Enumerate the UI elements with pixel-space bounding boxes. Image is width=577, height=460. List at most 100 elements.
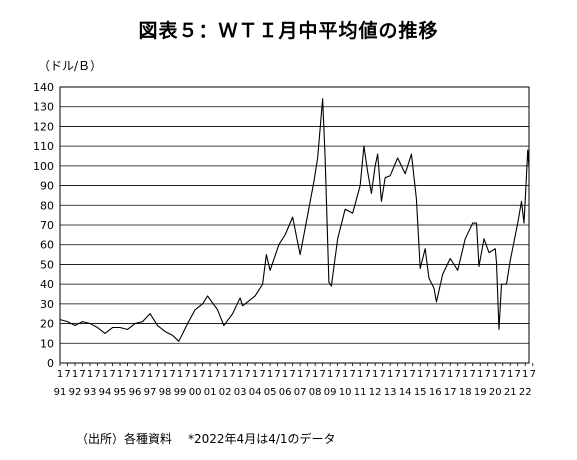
x-month-label: 7 (379, 369, 385, 380)
x-year-label: 12 (369, 387, 382, 398)
x-month-label: 7 (334, 369, 340, 380)
x-year-label: 92 (69, 387, 82, 398)
x-month-label: 1 (417, 369, 423, 380)
x-month-label: 7 (530, 369, 536, 380)
source-label: （出所）各種資料 (76, 432, 173, 446)
y-tick-label: 30 (40, 298, 54, 311)
x-month-label: 1 (237, 369, 243, 380)
x-year-label: 97 (144, 387, 157, 398)
x-month-label: 7 (425, 369, 431, 380)
series-line-wti (59, 98, 530, 342)
x-year-label: 16 (429, 387, 442, 398)
x-month-label: 7 (154, 369, 160, 380)
x-year-label: 19 (474, 387, 487, 398)
x-month-label: 7 (184, 369, 190, 380)
x-month-label: 1 (402, 369, 408, 380)
x-year-label: 17 (444, 387, 457, 398)
x-year-label: 14 (399, 387, 412, 398)
x-month-label: 1 (327, 369, 333, 380)
y-tick-label: 20 (40, 318, 54, 331)
x-year-label: 95 (114, 387, 127, 398)
x-month-label: 1 (207, 369, 213, 380)
x-year-label: 01 (204, 387, 217, 398)
x-year-label: 04 (249, 387, 262, 398)
x-month-label: 7 (304, 369, 310, 380)
x-year-label: 18 (459, 387, 472, 398)
x-year-label: 05 (264, 387, 277, 398)
x-month-label: 1 (102, 369, 108, 380)
x-year-label: 06 (279, 387, 292, 398)
data-note: *2022年4月は4/1のデータ (188, 432, 336, 446)
x-month-label: 1 (87, 369, 93, 380)
y-tick-label: 0 (47, 357, 54, 370)
x-month-label: 1 (387, 369, 393, 380)
x-month-label: 1 (312, 369, 318, 380)
source-note: （出所）各種資料 *2022年4月は4/1のデータ (76, 430, 336, 447)
x-month-label: 1 (372, 369, 378, 380)
x-month-label: 1 (267, 369, 273, 380)
x-month-label: 1 (132, 369, 138, 380)
x-month-label: 7 (394, 369, 400, 380)
x-year-label: 11 (354, 387, 367, 398)
x-month-label: 7 (410, 369, 416, 380)
x-month-label: 7 (319, 369, 325, 380)
y-tick-label: 50 (40, 258, 54, 271)
x-month-label: 7 (274, 369, 280, 380)
x-year-label: 20 (489, 387, 502, 398)
x-month-label: 1 (252, 369, 258, 380)
x-month-label: 1 (462, 369, 468, 380)
x-month-label: 1 (492, 369, 498, 380)
x-month-label: 7 (455, 369, 461, 380)
x-month-label: 1 (522, 369, 528, 380)
y-tick-label: 60 (40, 239, 54, 252)
x-month-label: 1 (117, 369, 123, 380)
x-month-label: 7 (64, 369, 70, 380)
chart-title: 図表５：ＷＴＩ月中平均値の推移 (138, 20, 439, 42)
x-month-label: 7 (229, 369, 235, 380)
x-month-label: 7 (79, 369, 85, 380)
y-tick-label: 120 (33, 120, 54, 133)
y-tick-label: 40 (40, 278, 54, 291)
x-month-label: 1 (57, 369, 63, 380)
x-year-label: 03 (234, 387, 247, 398)
y-tick-label: 110 (33, 140, 54, 153)
y-tick-label: 10 (40, 337, 54, 350)
x-month-label: 7 (470, 369, 476, 380)
x-year-label: 08 (309, 387, 322, 398)
x-month-label: 7 (124, 369, 130, 380)
x-month-label: 7 (199, 369, 205, 380)
x-month-label: 7 (109, 369, 115, 380)
x-month-label: 1 (177, 369, 183, 380)
x-month-label: 1 (72, 369, 78, 380)
x-month-label: 7 (485, 369, 491, 380)
x-year-label: 94 (99, 387, 112, 398)
x-month-label: 7 (349, 369, 355, 380)
x-year-label: 15 (414, 387, 427, 398)
y-tick-label: 90 (40, 180, 54, 193)
x-year-label: 00 (189, 387, 202, 398)
x-month-label: 1 (222, 369, 228, 380)
y-tick-label: 130 (33, 101, 54, 114)
y-axis-unit-label: （ドル/Ｂ） (38, 59, 103, 73)
x-year-label: 13 (384, 387, 397, 398)
x-month-label: 7 (259, 369, 265, 380)
x-month-label: 7 (94, 369, 100, 380)
x-year-label: 21 (504, 387, 517, 398)
x-month-label: 1 (447, 369, 453, 380)
x-month-label: 1 (162, 369, 168, 380)
x-month-label: 1 (432, 369, 438, 380)
x-month-label: 7 (515, 369, 521, 380)
x-year-label: 09 (324, 387, 337, 398)
x-month-label: 7 (244, 369, 250, 380)
x-year-label: 10 (339, 387, 352, 398)
x-month-label: 7 (169, 369, 175, 380)
x-year-label: 98 (159, 387, 172, 398)
x-year-label: 22 (519, 387, 532, 398)
x-month-label: 1 (282, 369, 288, 380)
x-month-label: 7 (500, 369, 506, 380)
x-month-label: 1 (477, 369, 483, 380)
x-month-label: 1 (507, 369, 513, 380)
plot-frame (59, 86, 530, 364)
y-tick-labels: 0 10 20 30 40 50 60 70 80 90 100 110 120 130 140 (33, 81, 54, 370)
